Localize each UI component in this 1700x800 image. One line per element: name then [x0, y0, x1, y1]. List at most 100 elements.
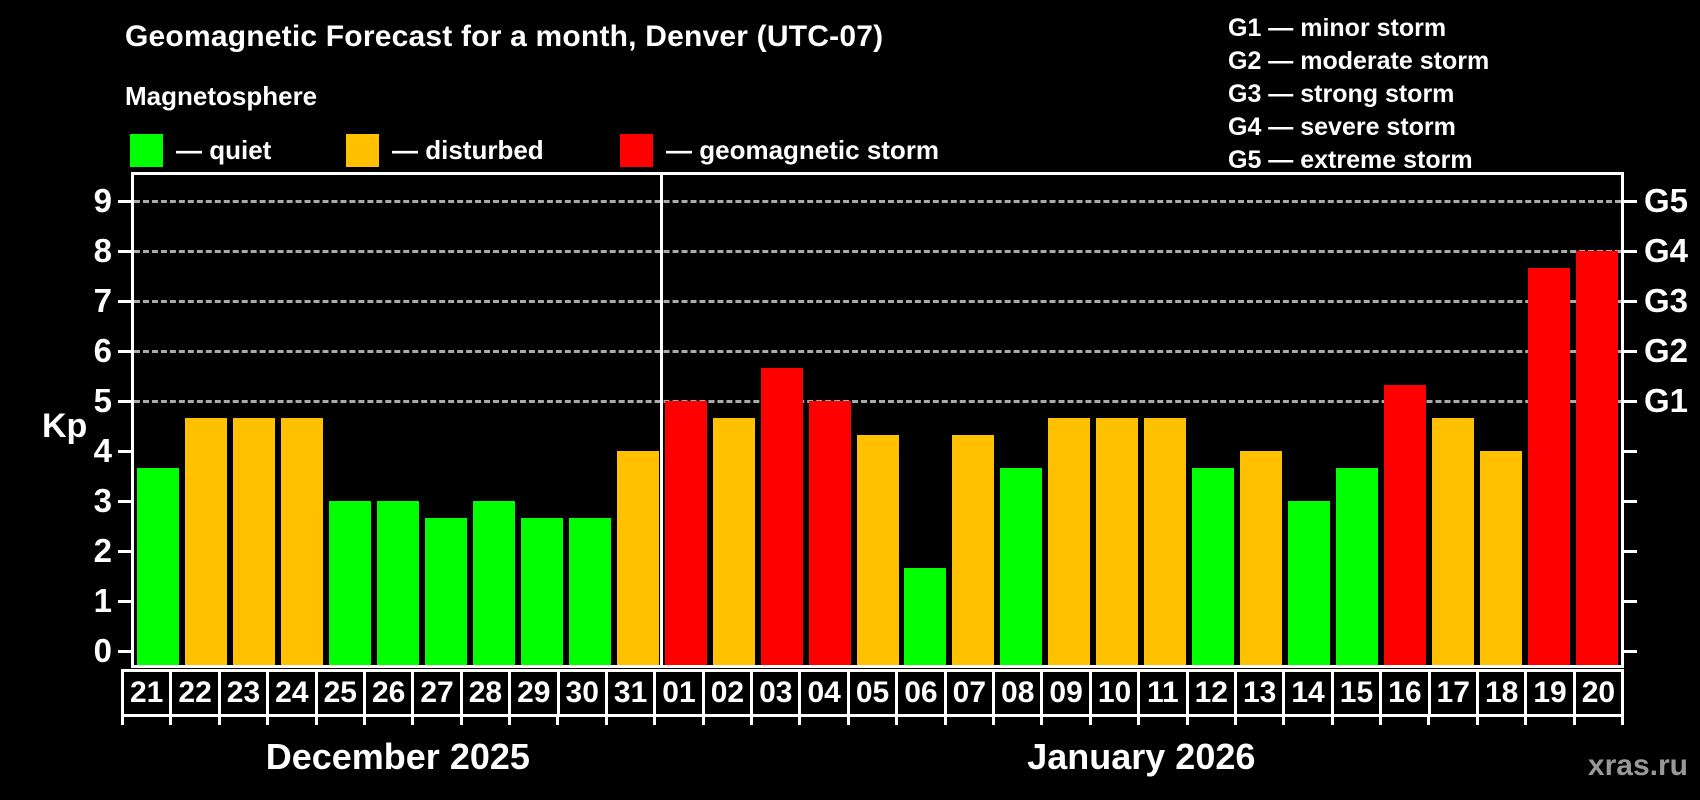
- date-boundary-tick: [1621, 717, 1624, 725]
- kp-bar: [1480, 451, 1523, 665]
- kp-bar: [1192, 467, 1235, 665]
- gridline-kp5: [134, 400, 1621, 403]
- kp-bar: [1336, 467, 1379, 665]
- y-tick-label: 9: [93, 182, 112, 219]
- date-boundary-tick: [1282, 717, 1285, 725]
- kp-bar: [568, 517, 611, 665]
- date-cell: 12: [1185, 669, 1237, 717]
- legend-label: — geomagnetic storm: [666, 134, 940, 165]
- date-cell: 17: [1427, 669, 1479, 717]
- right-axis-tick: [1624, 549, 1637, 553]
- date-cell: 21: [121, 669, 173, 717]
- date-cell: 06: [895, 669, 947, 717]
- y-axis-title: Kp: [42, 407, 88, 445]
- right-axis-tick: [1624, 649, 1637, 653]
- legend-item-disturbed: — disturbed: [346, 133, 544, 167]
- left-axis-tick: [118, 199, 131, 203]
- date-boundary-tick: [944, 717, 947, 725]
- kp-bar: [328, 501, 371, 665]
- date-cell: 11: [1137, 669, 1189, 717]
- date-cell: 28: [459, 669, 512, 717]
- kp-bar: [904, 567, 947, 665]
- kp-bar: [664, 401, 707, 665]
- date-cell: 29: [508, 669, 560, 717]
- date-boundary-tick: [750, 717, 753, 725]
- right-axis-tick: [1624, 399, 1637, 403]
- date-cell: 10: [1088, 669, 1141, 717]
- date-boundary-tick: [1524, 717, 1527, 725]
- date-cell: 22: [169, 669, 221, 717]
- g1-legend-line: G1 — minor storm: [1228, 14, 1447, 42]
- right-axis-tick: [1624, 599, 1637, 603]
- date-cell: 30: [556, 669, 608, 717]
- left-axis-tick: [118, 299, 131, 303]
- date-boundary-tick: [895, 717, 898, 725]
- g-level-label: G4: [1644, 232, 1689, 269]
- y-tick-label: 1: [93, 582, 112, 619]
- g5-legend-line: G5 — extreme storm: [1228, 146, 1473, 174]
- g-level-label: G3: [1644, 282, 1689, 319]
- date-boundary-tick: [121, 717, 124, 725]
- kp-bar: [952, 434, 995, 665]
- kp-bar: [1144, 417, 1187, 665]
- kp-bar: [1000, 467, 1043, 665]
- y-tick-label: 4: [93, 432, 112, 469]
- kp-bar: [1528, 267, 1571, 665]
- kp-bar: [280, 417, 323, 665]
- plot-area: [131, 172, 1624, 668]
- date-cell: 25: [314, 669, 366, 717]
- right-axis-tick: [1624, 449, 1637, 453]
- y-tick-label: 6: [93, 332, 112, 369]
- g4-legend-line: G4 — severe storm: [1228, 113, 1456, 141]
- date-boundary-tick: [1476, 717, 1479, 725]
- kp-bar: [1576, 251, 1619, 665]
- kp-bar: [184, 417, 227, 665]
- date-boundary-tick: [556, 717, 559, 725]
- watermark: xras.ru: [1587, 749, 1688, 782]
- kp-bar: [424, 517, 467, 665]
- right-axis-tick: [1624, 349, 1637, 353]
- date-boundary-tick: [266, 717, 269, 725]
- legend-label: — quiet: [176, 134, 272, 165]
- y-tick-label: 7: [93, 282, 112, 319]
- kp-bar: [1384, 384, 1427, 665]
- kp-bar: [712, 417, 755, 665]
- date-cell: 14: [1282, 669, 1334, 717]
- date-cell: 08: [992, 669, 1044, 717]
- y-tick-label: 2: [93, 532, 112, 569]
- g-scale-legend: G1 — minor storm G2 — moderate storm G3 …: [1228, 12, 1489, 177]
- kp-bar: [856, 434, 899, 665]
- kp-bar: [232, 417, 275, 665]
- date-axis: 21 22 23 24 25 26 27 28 29 30 31 01 02 03 04 05 06 07 08 09…: [121, 669, 1625, 717]
- month-label: January 2026: [1027, 736, 1256, 777]
- kp-bar: [136, 467, 179, 665]
- disturbed-color-swatch: [346, 133, 379, 167]
- date-boundary-tick: [1089, 717, 1092, 725]
- legend-label: — disturbed: [392, 134, 544, 165]
- left-axis-tick: [118, 599, 131, 603]
- kp-bar: [1432, 417, 1475, 665]
- date-cell: 18: [1475, 669, 1528, 717]
- kp-bar: [1096, 417, 1139, 665]
- date-cell: 16: [1379, 669, 1431, 717]
- kp-bar: [808, 401, 851, 665]
- magnetosphere-label: Magnetosphere: [125, 81, 318, 111]
- date-cell: 24: [266, 669, 318, 717]
- g-level-label: G2: [1644, 332, 1689, 369]
- date-boundary-tick: [1186, 717, 1189, 725]
- date-cell: 02: [701, 669, 754, 717]
- date-cell: 20: [1572, 669, 1625, 717]
- date-boundary-tick: [1427, 717, 1430, 725]
- chart-title: Geomagnetic Forecast for a month, Denver…: [125, 20, 884, 53]
- g3-legend-line: G3 — strong storm: [1228, 80, 1455, 108]
- date-cell: 05: [846, 669, 899, 717]
- month-label: December 2025: [265, 736, 530, 777]
- date-cell: 19: [1524, 669, 1576, 717]
- left-axis-tick: [118, 549, 131, 553]
- date-boundary-tick: [363, 717, 366, 725]
- left-axis-tick: [118, 349, 131, 353]
- date-boundary-tick: [653, 717, 656, 725]
- date-boundary-tick: [1040, 717, 1043, 725]
- right-axis-tick: [1624, 199, 1637, 203]
- kp-bar: [760, 367, 803, 665]
